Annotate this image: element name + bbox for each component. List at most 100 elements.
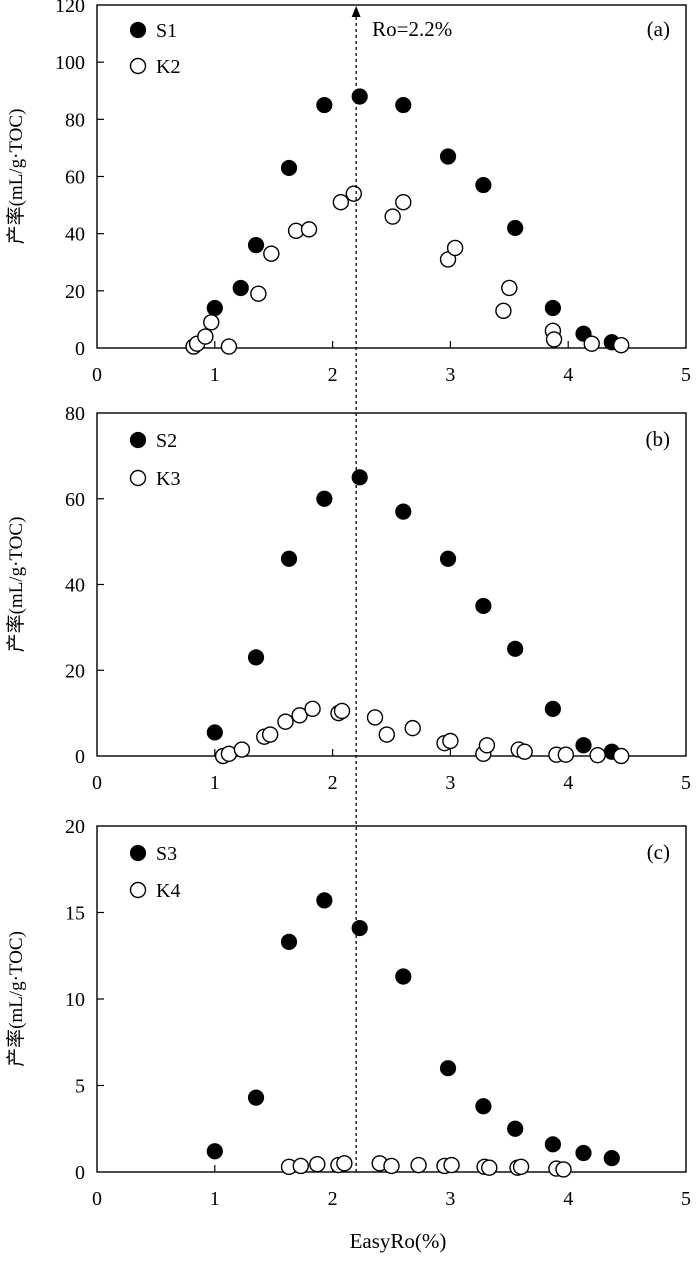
plot-frame [96, 412, 687, 757]
chart-panel-b: 0 1 2 3 4 5 0 20 40 60 80 产率(mL/g·TOC) (b) S2 K3 [5, 403, 691, 794]
data-point-K3 [333, 702, 351, 720]
data-point-S1 [232, 279, 249, 297]
data-point-K2 [300, 221, 318, 238]
x-tick-label: 0 [92, 364, 102, 386]
x-tick-label: 5 [681, 772, 691, 794]
data-point-K2 [495, 302, 512, 320]
chart-panel-c: 0 1 2 3 4 5 0 5 10 15 20 产率(mL/g·TOC) (c) S3 K4 [5, 816, 691, 1210]
data-point-S2 [206, 724, 223, 741]
data-point-K3 [291, 707, 308, 724]
data-point-S2 [507, 640, 524, 657]
legend-marker-S3 [129, 844, 147, 862]
legend: S1 K2 [129, 20, 180, 78]
data-point-S1 [395, 96, 412, 114]
data-point-S3 [439, 1060, 457, 1077]
x-tick-label: 2 [328, 772, 338, 794]
data-point-S2 [439, 550, 457, 567]
data-point-K2 [545, 331, 563, 348]
panels: 0 1 2 3 4 5020406080100120产率(mL/g·TOC)(a)S1K2… [5, 0, 691, 1210]
data-point-S3 [475, 1098, 492, 1115]
series-K4 [280, 1155, 572, 1178]
legend-label-S1: S1 [156, 20, 177, 42]
data-point-K2 [263, 245, 280, 262]
plot-frame [96, 825, 687, 1173]
data-point-K2 [613, 336, 630, 354]
data-point-K2 [345, 185, 363, 202]
y-axis-label: 产率(mL/g·TOC) [5, 517, 27, 653]
data-point-K4 [512, 1158, 530, 1176]
y-tick-label: 0 [75, 1162, 85, 1184]
data-point-S2 [544, 700, 561, 717]
y-tick-label: 60 [65, 167, 85, 189]
data-point-K3 [233, 741, 251, 758]
data-point-K2 [220, 338, 238, 355]
series-S3 [206, 892, 620, 1167]
data-point-S3 [280, 933, 298, 951]
data-point-S3 [544, 1136, 561, 1153]
data-point-K3 [304, 700, 321, 718]
y-axis-label: 产率(mL/g·TOC) [5, 109, 27, 245]
legend-label-S2: S2 [156, 430, 177, 452]
data-point-S2 [280, 550, 298, 567]
series-K3 [214, 700, 630, 765]
y-tick-label: 10 [65, 989, 85, 1011]
data-point-S2 [575, 737, 592, 754]
y-tick-label: 80 [65, 109, 85, 131]
panel-label: (b) [646, 427, 671, 451]
ro-annotation: Ro=2.2% [372, 17, 452, 41]
data-point-K3 [442, 732, 459, 750]
y-tick-label: 40 [65, 224, 85, 246]
y-tick-label: 20 [65, 281, 85, 303]
data-point-S1 [316, 96, 333, 114]
data-point-S1 [280, 159, 298, 177]
data-point-K2 [501, 279, 518, 297]
data-point-S3 [316, 892, 333, 909]
data-point-K4 [410, 1156, 427, 1174]
x-tick-label: 4 [563, 1188, 573, 1210]
legend-marker-K2 [129, 57, 147, 75]
x-tick-label: 0 [92, 772, 102, 794]
y-axis-label: 产率(mL/g·TOC) [5, 931, 27, 1067]
data-point-K2 [384, 208, 401, 225]
data-point-K3 [478, 737, 496, 754]
x-tick-label: 2 [328, 364, 338, 386]
legend-marker-S1 [129, 21, 147, 39]
series-S1 [206, 88, 620, 351]
data-point-S1 [439, 148, 457, 165]
x-tick-label: 3 [445, 364, 455, 386]
x-tick-label: 4 [563, 772, 573, 794]
y-tick-label: 15 [65, 903, 85, 925]
y-tick-label: 40 [65, 575, 85, 597]
series-K2 [185, 185, 630, 355]
legend-label-K3: K3 [156, 468, 180, 490]
data-point-S1 [544, 299, 561, 317]
data-point-K3 [404, 719, 421, 737]
data-point-K3 [378, 726, 395, 743]
y-tick-label: 80 [65, 403, 85, 425]
data-point-S3 [603, 1150, 620, 1167]
data-point-K3 [613, 747, 630, 765]
chart-panel-a: 0 1 2 3 4 5 0 20 40 60 80 100 120 产率(mL/g·TOC) (a) S1 K2 [5, 0, 691, 386]
legend-label-S3: S3 [156, 843, 177, 865]
data-point-S2 [316, 490, 333, 507]
y-tick-label: 100 [55, 52, 85, 74]
y-tick-label: 0 [75, 338, 85, 360]
data-point-S3 [351, 919, 368, 937]
legend-marker-K3 [129, 469, 147, 487]
legend: S2 K3 [129, 430, 180, 490]
data-point-K2 [332, 194, 350, 211]
x-tick-label: 3 [445, 772, 455, 794]
data-point-K2 [203, 314, 220, 331]
x-tick-label: 5 [681, 1188, 691, 1210]
data-point-S2 [247, 649, 265, 666]
data-point-S1 [507, 219, 524, 237]
legend-label-K2: K2 [156, 56, 180, 78]
legend-label-K4: K4 [156, 880, 180, 902]
data-point-K3 [589, 746, 606, 764]
data-point-S3 [206, 1143, 223, 1160]
plot-frame [96, 4, 687, 349]
data-point-S3 [395, 968, 412, 985]
y-tick-label: 5 [75, 1076, 85, 1098]
data-point-K4 [481, 1159, 498, 1176]
